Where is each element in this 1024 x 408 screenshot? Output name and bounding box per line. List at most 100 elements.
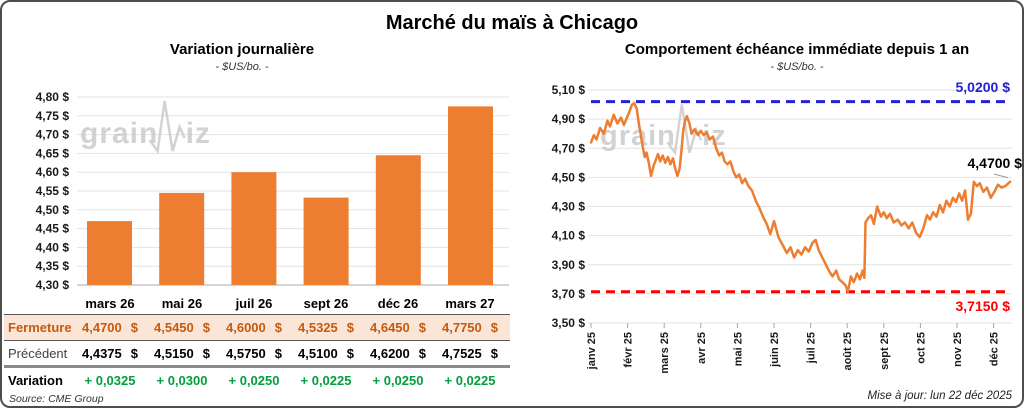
cell-value: 4,5750 [226, 345, 266, 361]
cell-fermeture: 4,6450 $ [362, 320, 434, 335]
line-xtick-label: juil 25 [806, 332, 818, 364]
resistance-price-label: 5,0200 $ [955, 79, 1011, 95]
currency-symbol: $ [274, 345, 282, 361]
price-line-series [589, 101, 1012, 293]
line-ytick-label: 4,90 $ [552, 112, 586, 126]
cell-value: 4,6000 [226, 320, 266, 335]
cell-value: 4,5325 [298, 320, 338, 335]
column-header: mai 26 [161, 296, 203, 311]
bar-juil 26 [231, 172, 277, 285]
bar-ytick-label: 4,70 $ [36, 128, 70, 142]
table-row-precedent: Précédent 4,4375 $4,5150 $4,5750 $4,5100 $4,6… [4, 341, 510, 368]
line-xtick-label: mars 25 [659, 332, 671, 374]
source-note: Source: CME Group [9, 393, 104, 405]
bar-ytick-label: 4,50 $ [36, 203, 70, 217]
grainwiz-watermark: grain iz [80, 100, 210, 155]
cell-value: 4,4375 [82, 345, 122, 361]
line-ytick-label: 4,70 $ [552, 141, 586, 155]
bar-ytick-label: 4,45 $ [36, 222, 70, 236]
column-header: mars 27 [445, 296, 495, 311]
row-label-variation: Variation [8, 373, 63, 388]
last-price-leader-line [993, 173, 1009, 179]
cell-fermeture: 4,6000 $ [218, 320, 290, 335]
cell-value: 4,7525 [442, 345, 482, 361]
line-xtick-label: sept 25 [879, 332, 891, 370]
bar-ytick-label: 4,40 $ [36, 240, 70, 254]
support-price-label: 3,7150 $ [955, 298, 1011, 314]
bar-ytick-label: 4,80 $ [36, 90, 70, 104]
cell-fermeture: 4,5450 $ [146, 320, 218, 335]
bar-mars 27 [448, 106, 493, 286]
line-xtick-label: juin 25 [769, 332, 781, 368]
updated-note: Mise à jour: lun 22 déc 2025 [867, 390, 1012, 402]
page-title: Marché du maïs à Chicago [385, 12, 639, 34]
line-ytick-label: 5,10 $ [552, 83, 586, 97]
line-ytick-label: 4,50 $ [552, 170, 586, 184]
line-xtick-label: mai 25 [732, 332, 744, 366]
bar-ytick-label: 4,65 $ [36, 146, 70, 160]
cell-precedent: 4,5750 $ [218, 346, 290, 361]
line-ytick-label: 3,50 $ [552, 316, 586, 330]
line-xtick-label: oct 25 [915, 332, 927, 364]
last-price-label: 4,4700 $ [967, 155, 1023, 171]
table-header-row: mars 26 mai 26 juil 26 sept 26 déc 26 mars 27 [4, 293, 510, 314]
cell-fermeture: 4,4700 $ [74, 320, 146, 335]
line-xtick-label: nov 25 [952, 332, 964, 367]
cell-fermeture: 4,7750 $ [434, 320, 506, 335]
bar-déc 26 [375, 155, 421, 285]
column-header: mars 26 [85, 296, 135, 311]
line-ytick-label: 4,10 $ [552, 229, 586, 243]
grainwiz-watermark: grain iz [600, 104, 727, 156]
cell-fermeture: 4,5325 $ [290, 320, 362, 335]
cell-precedent: 4,6200 $ [362, 346, 434, 361]
bar-ytick-label: 4,55 $ [36, 184, 70, 198]
cell-value: 4,5150 [154, 345, 194, 361]
bar-mai 26 [159, 192, 205, 285]
line-chart-title: Comportement échéance immédiate depuis 1… [624, 41, 970, 58]
column-header: juil 26 [235, 296, 273, 311]
cell-value: 4,5100 [298, 345, 338, 361]
line-xtick-label: août 25 [842, 332, 854, 371]
currency-symbol: $ [274, 320, 282, 335]
bar-sept 26 [303, 197, 349, 285]
bar-chart-title: Variation journalière [169, 41, 315, 58]
cell-value: 4,7750 [442, 320, 482, 335]
line-chart-subtitle: - $US/bo. - [770, 61, 824, 73]
column-header: sept 26 [303, 296, 349, 311]
line-xtick-label: févr 25 [623, 332, 635, 367]
line-ytick-label: 4,30 $ [552, 200, 586, 214]
line-xtick-label: janv 25 [586, 332, 598, 370]
currency-symbol: $ [202, 345, 210, 361]
table-row-fermeture: Fermeture 4,4700 $4,5450 $4,6000 $4,5325 $4,6… [4, 314, 510, 341]
cell-precedent: 4,7525 $ [434, 346, 506, 361]
cell-variation: + 0,0250 [372, 373, 424, 388]
column-header: déc 26 [377, 296, 419, 311]
cell-precedent: 4,5100 $ [290, 346, 362, 361]
line-xtick-label: avr 25 [696, 332, 708, 364]
currency-symbol: $ [418, 345, 426, 361]
line-xtick-label: déc 25 [989, 332, 1001, 366]
currency-symbol: $ [346, 345, 354, 361]
currency-symbol: $ [490, 345, 498, 361]
currency-symbol: $ [202, 320, 210, 335]
table-row-variation: Variation + 0,0325 + 0,0300 + 0,0250 + 0,022… [4, 368, 510, 393]
bar-ytick-label: 4,60 $ [36, 165, 70, 179]
currency-symbol: $ [490, 320, 498, 335]
cell-variation: + 0,0225 [444, 373, 496, 388]
currency-symbol: $ [418, 320, 426, 335]
row-label-fermeture: Fermeture [8, 320, 72, 335]
cell-value: 4,6200 [370, 345, 410, 361]
bar-chart: 4,80 $ 4,75 $ 4,70 $ 4,65 $ 4,60 $ 4,55 $ 4,50… [36, 90, 509, 292]
cell-variation: + 0,0325 [84, 373, 136, 388]
cell-variation: + 0,0225 [300, 373, 352, 388]
watermark-text-grain: grain [80, 117, 158, 150]
price-table: mars 26 mai 26 juil 26 sept 26 déc 26 mars 27… [4, 293, 510, 393]
watermark-spike-icon [148, 100, 186, 155]
bar-ytick-label: 4,35 $ [36, 259, 70, 273]
cell-precedent: 4,5150 $ [146, 346, 218, 361]
bar-ytick-label: 4,75 $ [36, 109, 70, 123]
watermark-text-iz: iz [702, 120, 727, 152]
cell-value: 4,4700 [82, 320, 122, 335]
cell-value: 4,5450 [154, 320, 194, 335]
